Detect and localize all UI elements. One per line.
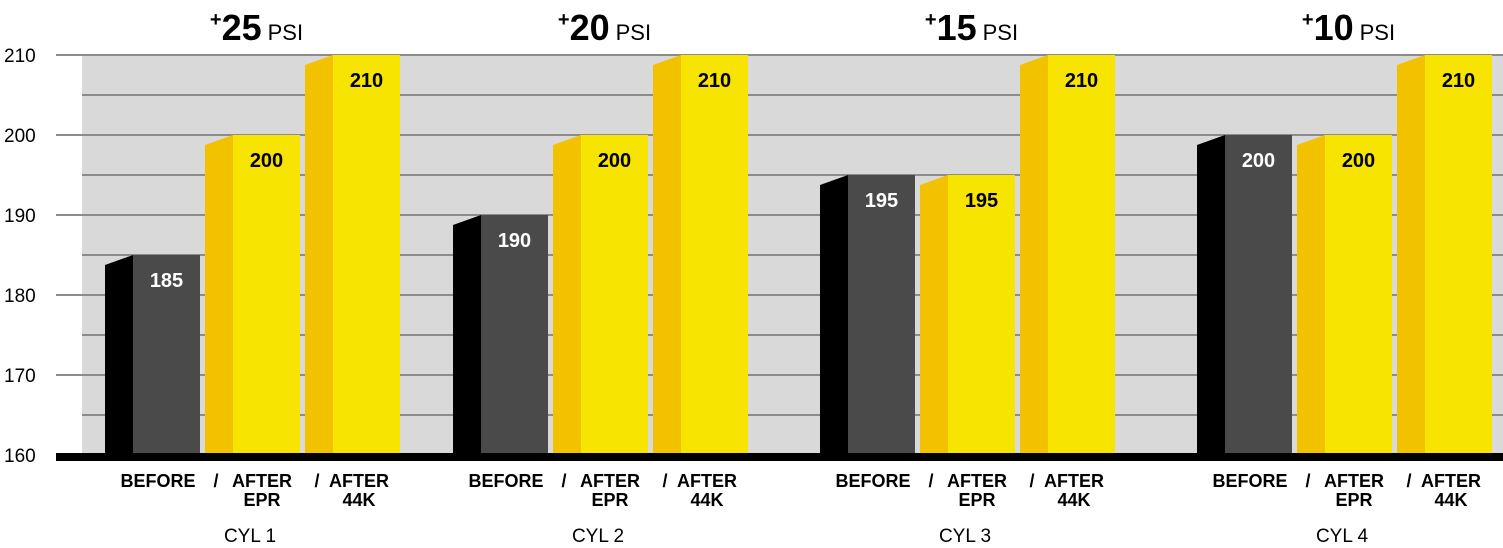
- y-tick-label: 170: [4, 366, 36, 387]
- bar-value-label: 190: [498, 230, 531, 252]
- category-label: CYL 3: [939, 526, 991, 547]
- series-label-line2: EPR: [243, 490, 280, 510]
- delta-unit: PSI: [983, 20, 1018, 45]
- series-label-line2: EPR: [1335, 490, 1372, 510]
- bar-after-44k-side: [305, 55, 333, 455]
- bar-after-44k-side: [1020, 55, 1048, 455]
- delta-plus-sign: +: [210, 9, 222, 31]
- series-label: AFTER: [232, 471, 292, 491]
- delta-value: 10: [1314, 7, 1354, 48]
- bar-before: [848, 175, 915, 455]
- y-tick-label: 200: [4, 126, 36, 147]
- category-label: CYL 1: [224, 526, 276, 547]
- bar-before-side: [453, 215, 481, 455]
- bar-after-epr: [233, 135, 300, 455]
- delta-value: 20: [570, 7, 610, 48]
- bar-after-epr: [1325, 135, 1392, 455]
- category-label: CYL 4: [1316, 526, 1369, 547]
- bar-value-label: 195: [865, 190, 898, 212]
- bar-value-label: 200: [1242, 150, 1275, 172]
- bar-before: [133, 255, 200, 455]
- series-label-line2: EPR: [958, 490, 995, 510]
- delta-unit: PSI: [616, 20, 651, 45]
- bar-value-label: 195: [965, 190, 998, 212]
- delta-unit: PSI: [268, 20, 303, 45]
- delta-value: 15: [937, 7, 977, 48]
- delta-plus-sign: +: [558, 9, 570, 31]
- delta-annotation: +20 PSI: [558, 7, 651, 48]
- label-separator: /: [928, 471, 933, 491]
- series-label: BEFORE: [120, 471, 195, 491]
- label-separator: /: [314, 471, 319, 491]
- bar-after-epr: [948, 175, 1015, 455]
- y-tick-label: 190: [4, 206, 36, 227]
- bar-after-44k: [681, 55, 748, 455]
- bar-value-label: 210: [1065, 70, 1098, 92]
- bar-after-epr: [581, 135, 648, 455]
- label-separator: /: [213, 471, 218, 491]
- delta-plus-sign: +: [1302, 9, 1314, 31]
- bar-after-epr-side: [553, 135, 581, 455]
- bar-value-label: 210: [350, 70, 383, 92]
- label-separator: /: [1305, 471, 1310, 491]
- label-separator: /: [662, 471, 667, 491]
- bar-after-epr-side: [1297, 135, 1325, 455]
- bar-after-epr-side: [920, 175, 948, 455]
- delta-annotation: +25 PSI: [210, 7, 303, 48]
- delta-plus-sign: +: [925, 9, 937, 31]
- series-label: AFTER: [580, 471, 640, 491]
- series-label-line2: 44K: [1057, 490, 1090, 510]
- bar-before: [1225, 135, 1292, 455]
- bar-value-label: 200: [250, 150, 283, 172]
- y-tick-label: 210: [4, 46, 36, 67]
- bar-after-epr-side: [205, 135, 233, 455]
- bar-after-44k: [333, 55, 400, 455]
- bar-after-44k: [1048, 55, 1115, 455]
- series-label: BEFORE: [835, 471, 910, 491]
- bar-value-label: 200: [1342, 150, 1375, 172]
- series-label: AFTER: [1044, 471, 1104, 491]
- series-label-line2: 44K: [690, 490, 723, 510]
- series-label: AFTER: [947, 471, 1007, 491]
- bar-before-side: [820, 175, 848, 455]
- y-tick-label: 180: [4, 286, 36, 307]
- delta-annotations: +25 PSI +20 PSI +15 PSI +10 PSI: [210, 7, 1395, 48]
- label-separator: /: [561, 471, 566, 491]
- series-label: AFTER: [1421, 471, 1481, 491]
- bar-value-label: 200: [598, 150, 631, 172]
- series-label: BEFORE: [468, 471, 543, 491]
- bar-before-side: [105, 255, 133, 455]
- delta-annotation: +15 PSI: [925, 7, 1018, 48]
- bars: 185 200 210 190 200 210 195 195 210 200 200 210: [105, 55, 1492, 455]
- category-label: CYL 2: [572, 526, 624, 547]
- series-label: AFTER: [329, 471, 389, 491]
- series-label: BEFORE: [1212, 471, 1287, 491]
- series-label: AFTER: [677, 471, 737, 491]
- label-separator: /: [1029, 471, 1034, 491]
- delta-annotation: +10 PSI: [1302, 7, 1395, 48]
- label-separator: /: [1406, 471, 1411, 491]
- series-label: AFTER: [1324, 471, 1384, 491]
- series-label-line2: 44K: [1434, 490, 1467, 510]
- y-tick-label: 160: [4, 446, 36, 467]
- x-axis-baseline: [56, 453, 1503, 461]
- bar-value-label: 210: [698, 70, 731, 92]
- bar-after-44k: [1425, 55, 1492, 455]
- bar-after-44k-side: [1397, 55, 1425, 455]
- delta-value: 25: [222, 7, 262, 48]
- bar-before-side: [1197, 135, 1225, 455]
- bar-after-44k-side: [653, 55, 681, 455]
- delta-unit: PSI: [1360, 20, 1395, 45]
- bar-value-label: 210: [1442, 70, 1475, 92]
- series-label-line2: EPR: [591, 490, 628, 510]
- series-label-line2: 44K: [342, 490, 375, 510]
- bar-value-label: 185: [150, 270, 183, 292]
- bar-before: [481, 215, 548, 455]
- y-axis-ticks: 160 170 180 190 200 210: [4, 46, 36, 467]
